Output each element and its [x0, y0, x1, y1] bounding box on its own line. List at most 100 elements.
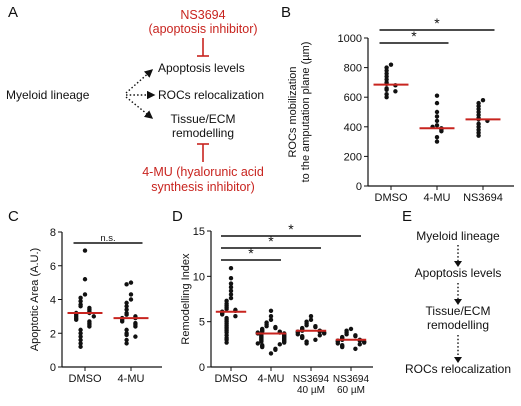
flow-step-2: Apoptosis levels: [414, 266, 502, 280]
flow-arrowhead-1: [454, 261, 462, 267]
data-point: [434, 100, 440, 106]
data-point: [434, 93, 440, 98]
y-tick-label: 600: [344, 92, 362, 104]
data-point: [476, 133, 481, 138]
chart-b: 0 200 400 600 800 1000 ROCs mobilization to the…: [287, 18, 514, 204]
data-point: [268, 314, 274, 319]
data-point: [228, 281, 234, 286]
flow-arrows: [454, 245, 462, 363]
x-tick-label: NS3694: [463, 192, 503, 204]
panel-letter-a: A: [8, 4, 19, 21]
data-point: [124, 327, 129, 333]
data-point: [300, 335, 305, 341]
y-tick-label: 15: [193, 226, 205, 238]
data-point: [434, 109, 440, 115]
source-label: Myeloid lineage: [6, 88, 90, 102]
y-axis-label: ROCs mobilization: [287, 66, 299, 157]
y-tick-label: 8: [50, 227, 56, 239]
target-rocs: ROCs relocalization: [158, 88, 265, 102]
data-point: [439, 129, 444, 134]
y-tick-label: 800: [344, 63, 362, 75]
arrow-to-apoptosis: [125, 69, 154, 94]
data-point: [434, 123, 440, 128]
arrow-to-tissue: [125, 96, 154, 119]
data-point: [348, 326, 354, 332]
data-point: [228, 292, 234, 297]
x-tick-label: 40 µM: [297, 385, 325, 396]
data-point: [434, 118, 440, 124]
data-point: [228, 275, 234, 281]
target-tissue-2: remodelling: [171, 126, 235, 140]
x-tick-label: DMSO: [375, 192, 408, 204]
y-tick-label: 6: [50, 261, 56, 273]
flow-step-3a: Tissue/ECM: [425, 304, 491, 318]
data-point: [322, 331, 327, 336]
flow-step-4: ROCs relocalization: [404, 362, 512, 376]
y-tick-label: 5: [199, 317, 205, 329]
data-point: [78, 337, 83, 343]
data-point: [282, 340, 287, 345]
data-point: [255, 341, 260, 346]
significance-label: *: [434, 18, 440, 31]
panel-letter-b: B: [281, 4, 292, 21]
data-point: [277, 342, 282, 347]
data-point: [220, 312, 225, 317]
data-point: [313, 337, 318, 342]
data-point: [133, 334, 138, 339]
data-point: [357, 342, 362, 347]
data-point: [224, 306, 229, 312]
panel-letter-e: E: [402, 208, 413, 225]
significance-label: *: [268, 233, 274, 249]
chart-c: 0 2 4 6 8 Apoptotic Area (A.U.) DMSO 4-MU n.s.: [29, 227, 162, 385]
data-point: [268, 351, 274, 356]
data-point: [228, 265, 234, 271]
data-point: [78, 298, 83, 304]
flow-arrowhead-3: [454, 357, 462, 363]
data-point: [78, 344, 83, 349]
data-point: [124, 312, 129, 317]
data-point: [393, 89, 398, 94]
x-tick-label: NS3694: [333, 374, 370, 385]
data-point: [384, 87, 389, 93]
data-point: [317, 333, 322, 338]
data-point: [335, 341, 340, 346]
x-tick-label: 4-MU: [258, 373, 285, 385]
significance-label: *: [411, 28, 417, 44]
y-tick-label: 0: [50, 362, 56, 374]
y-axis-label: Remodelling Index: [180, 253, 192, 345]
data-point: [78, 341, 83, 346]
data-point: [480, 97, 486, 103]
significance-label: *: [288, 221, 294, 237]
data-point: [233, 314, 238, 319]
panel-a-arrows: [125, 38, 209, 162]
data-point: [228, 288, 234, 294]
y-axis-label: to the amputation plane (µm): [300, 42, 312, 183]
significance-label: n.s.: [100, 233, 115, 244]
data-point: [78, 295, 83, 301]
data-point: [124, 341, 129, 346]
data-point: [124, 337, 129, 343]
y-tick-label: 10: [193, 271, 205, 283]
data-point: [340, 344, 345, 350]
y-tick-label: 4: [50, 295, 56, 307]
data-point: [120, 319, 125, 324]
data-point: [313, 324, 318, 330]
data-point: [304, 323, 309, 328]
data-point: [353, 346, 358, 352]
data-point: [228, 285, 234, 290]
inhibitor-bottom-desc: synthesis inhibitor): [151, 180, 255, 194]
data-point: [304, 341, 309, 346]
data-point: [124, 282, 129, 287]
data-point: [87, 324, 92, 329]
data-point: [260, 344, 265, 350]
data-point: [228, 295, 234, 301]
data-point: [78, 331, 83, 336]
data-point: [82, 277, 88, 282]
panel-letter-d: D: [172, 208, 183, 225]
data-point: [78, 334, 83, 339]
y-tick-label: 0: [356, 181, 362, 193]
y-tick-label: 400: [344, 122, 362, 134]
data-point: [91, 314, 97, 319]
x-tick-label: DMSO: [69, 373, 102, 385]
